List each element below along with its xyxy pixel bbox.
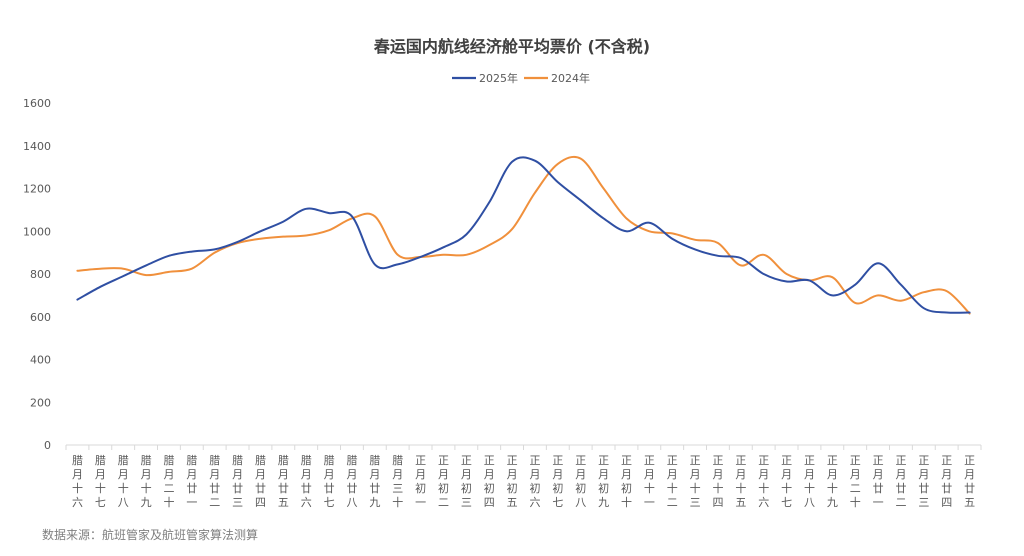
x-tick-label: 正月十六 bbox=[758, 454, 769, 509]
chart-title: 春运国内航线经济舱平均票价 (不含税) bbox=[373, 37, 650, 56]
y-tick-label: 0 bbox=[44, 439, 51, 452]
y-tick-label: 200 bbox=[30, 396, 51, 409]
x-tick-label: 正月廿三 bbox=[918, 454, 929, 509]
y-tick-label: 1600 bbox=[23, 97, 51, 110]
series-line-2024 bbox=[76, 155, 971, 315]
x-tick-label: 腊月廿四 bbox=[255, 454, 266, 509]
x-tick-label: 正月廿二 bbox=[895, 454, 906, 509]
x-tick-label: 正月廿四 bbox=[941, 454, 952, 509]
x-tick-label: 正月初五 bbox=[507, 454, 518, 509]
series-line-2025 bbox=[76, 156, 971, 314]
x-tick-label: 正月廿一 bbox=[873, 454, 884, 509]
x-tick-label: 腊月廿七 bbox=[324, 454, 335, 509]
x-tick-label: 正月初四 bbox=[484, 454, 495, 509]
x-tick-label: 腊月廿一 bbox=[186, 454, 197, 509]
source-note: 数据来源：航班管家及航班管家算法测算 bbox=[42, 528, 259, 542]
x-tick-label: 正月初九 bbox=[598, 454, 609, 509]
x-tick-label: 腊月十八 bbox=[118, 454, 129, 509]
x-tick-label: 正月初二 bbox=[438, 454, 449, 509]
x-tick-label: 正月初八 bbox=[575, 454, 586, 509]
x-tick-label: 腊月三十 bbox=[392, 454, 403, 509]
x-tick-label: 腊月廿二 bbox=[209, 454, 220, 509]
y-tick-label: 1000 bbox=[23, 225, 51, 238]
x-tick-label: 正月十九 bbox=[827, 454, 838, 509]
y-tick-label: 1200 bbox=[23, 183, 51, 196]
y-axis: 0 200 400 600 800 1000 1200 1400 1600 bbox=[23, 97, 51, 452]
x-tick-label: 正月十八 bbox=[804, 454, 815, 509]
series-layer bbox=[76, 155, 971, 315]
y-tick-label: 800 bbox=[30, 268, 51, 281]
x-tick-label: 腊月十九 bbox=[141, 454, 152, 509]
legend: 2025年 2024年 bbox=[452, 71, 590, 85]
x-tick-label: 正月初七 bbox=[552, 454, 563, 509]
x-tick-label: 腊月廿五 bbox=[278, 454, 289, 509]
x-tick-label: 正月十三 bbox=[690, 454, 701, 509]
legend-label: 2024年 bbox=[551, 71, 590, 85]
x-tick-label: 正月十五 bbox=[735, 454, 746, 509]
legend-label: 2025年 bbox=[479, 71, 518, 85]
y-tick-label: 600 bbox=[30, 311, 51, 324]
x-tick-label: 正月初一 bbox=[415, 454, 426, 509]
x-tick-label: 正月二十 bbox=[850, 454, 861, 509]
y-tick-label: 400 bbox=[30, 354, 51, 367]
x-tick-label: 正月初六 bbox=[529, 454, 540, 509]
x-tick-label: 腊月十七 bbox=[95, 454, 106, 509]
x-tick-label: 正月十七 bbox=[781, 454, 792, 509]
x-tick-label: 腊月廿三 bbox=[232, 454, 243, 509]
x-tick-label: 腊月廿九 bbox=[369, 454, 380, 509]
x-tick-label: 正月十一 bbox=[644, 454, 655, 509]
x-tick-label: 正月十二 bbox=[667, 454, 678, 509]
x-tick-label: 腊月二十 bbox=[163, 454, 174, 509]
x-tick-label: 正月初十 bbox=[621, 454, 632, 509]
x-tick-label: 正月初三 bbox=[461, 454, 472, 509]
x-tick-label: 腊月廿六 bbox=[301, 454, 312, 509]
y-tick-label: 1400 bbox=[23, 140, 51, 153]
x-tick-label: 正月廿五 bbox=[964, 454, 975, 509]
x-tick-label: 正月十四 bbox=[712, 454, 723, 509]
x-tick-label: 腊月十六 bbox=[72, 454, 83, 509]
x-tick-label: 腊月廿八 bbox=[346, 454, 357, 509]
